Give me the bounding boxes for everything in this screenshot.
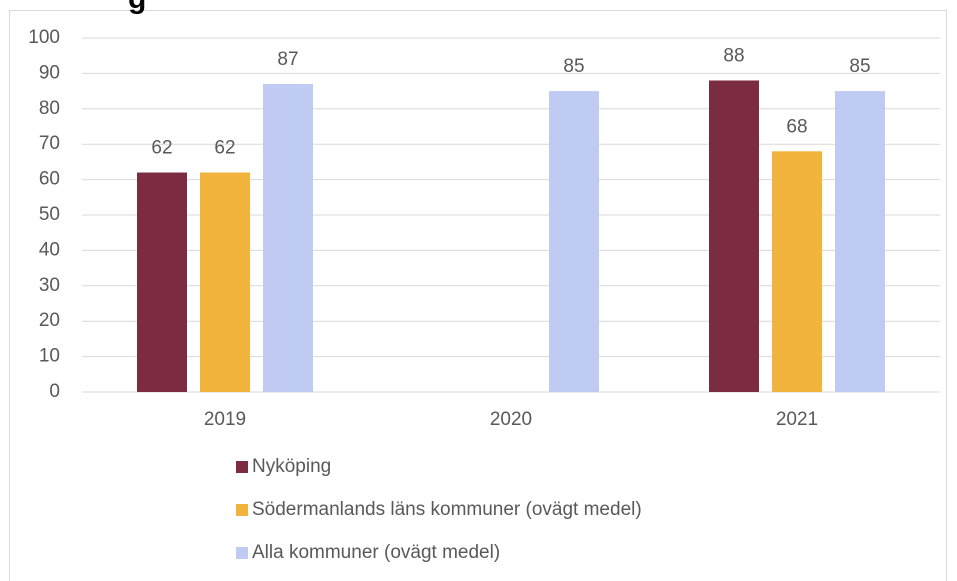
- legend-label: Alla kommuner (ovägt medel): [252, 542, 500, 563]
- x-tick-label: 2019: [204, 409, 246, 430]
- x-tick-label: 2021: [776, 409, 818, 430]
- y-tick-label: 100: [28, 27, 60, 48]
- y-tick-label: 40: [39, 239, 60, 260]
- bar: [263, 84, 313, 393]
- chart-frame: [9, 10, 947, 581]
- y-tick-label: 50: [39, 204, 60, 225]
- bar: [549, 91, 599, 392]
- data-label: 68: [786, 116, 807, 137]
- y-tick-label: 60: [39, 169, 60, 190]
- bar: [835, 91, 885, 392]
- legend-swatch: [236, 504, 248, 516]
- legend-label: Nyköping: [252, 456, 331, 477]
- data-label: 87: [277, 49, 298, 70]
- y-tick-label: 10: [39, 346, 60, 367]
- data-label: 88: [723, 45, 744, 66]
- y-tick-label: 30: [39, 275, 60, 296]
- bar: [200, 172, 250, 392]
- legend-label: Södermanlands läns kommuner (ovägt medel…: [252, 499, 642, 520]
- y-tick-label: 90: [39, 62, 60, 83]
- bar: [709, 80, 759, 392]
- chart-title: g: [128, 0, 146, 15]
- y-tick-label: 20: [39, 310, 60, 331]
- y-tick-label: 70: [39, 133, 60, 154]
- x-tick-label: 2020: [490, 409, 532, 430]
- bar: [772, 151, 822, 392]
- y-tick-label: 80: [39, 98, 60, 119]
- bar: [137, 172, 187, 392]
- data-label: 62: [151, 138, 172, 159]
- legend-swatch: [236, 547, 248, 559]
- y-tick-label: 0: [49, 381, 60, 402]
- data-label: 85: [563, 56, 584, 77]
- data-label: 85: [849, 56, 870, 77]
- legend-swatch: [236, 461, 248, 473]
- data-label: 62: [214, 138, 235, 159]
